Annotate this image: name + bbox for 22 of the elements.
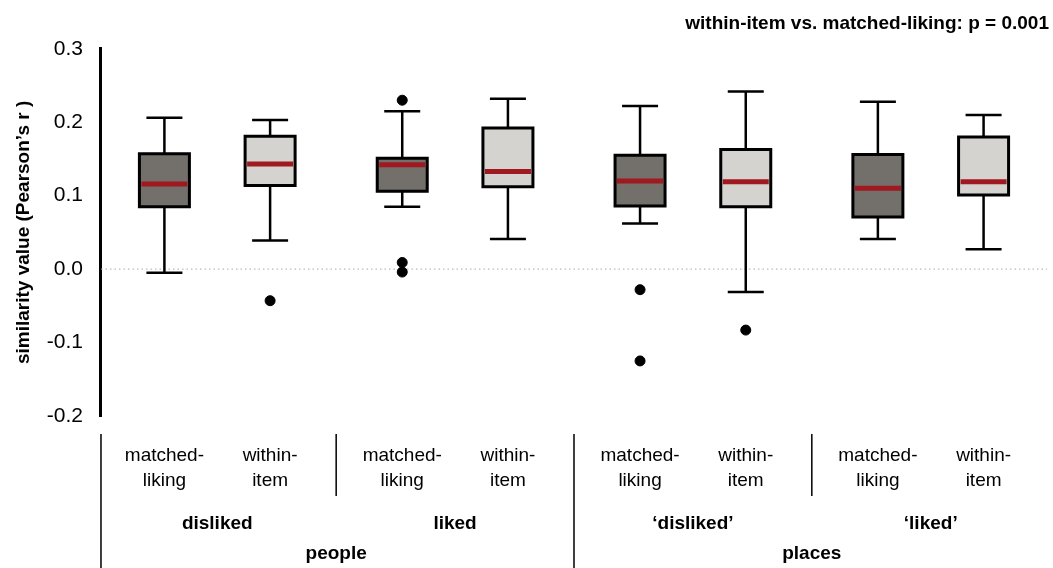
y-tick-label: 0.0 — [53, 255, 83, 279]
x-tick-label: within-item — [241, 444, 298, 491]
text: people — [305, 542, 367, 564]
x-tick-label: matched-liking — [362, 444, 442, 491]
y-axis-title: similarity value (Pearson’s r ) — [11, 100, 33, 365]
text: ‘disliked’ — [652, 512, 734, 534]
x-tick-label: matched-liking — [838, 444, 918, 491]
x-tick-label: within-item — [717, 444, 774, 491]
y-tick-label: -0.2 — [46, 402, 83, 426]
x-tick-label: matched-liking — [600, 444, 680, 491]
y-tick-label: 0.2 — [53, 109, 83, 133]
x-tick-label: within-item — [479, 444, 536, 491]
x-tick-label: within-item — [955, 444, 1012, 491]
y-tick-label: -0.1 — [46, 329, 83, 353]
text: liked — [433, 512, 477, 534]
chart-title: within-item vs. matched-liking: p = 0.001 — [684, 11, 1050, 33]
x-tick-label: matched-liking — [124, 444, 205, 491]
text: ‘liked’ — [903, 512, 958, 534]
y-tick-label: 0.3 — [53, 35, 83, 59]
text: disliked — [181, 512, 253, 534]
text: places — [782, 542, 842, 564]
y-tick-label: 0.1 — [53, 182, 83, 206]
